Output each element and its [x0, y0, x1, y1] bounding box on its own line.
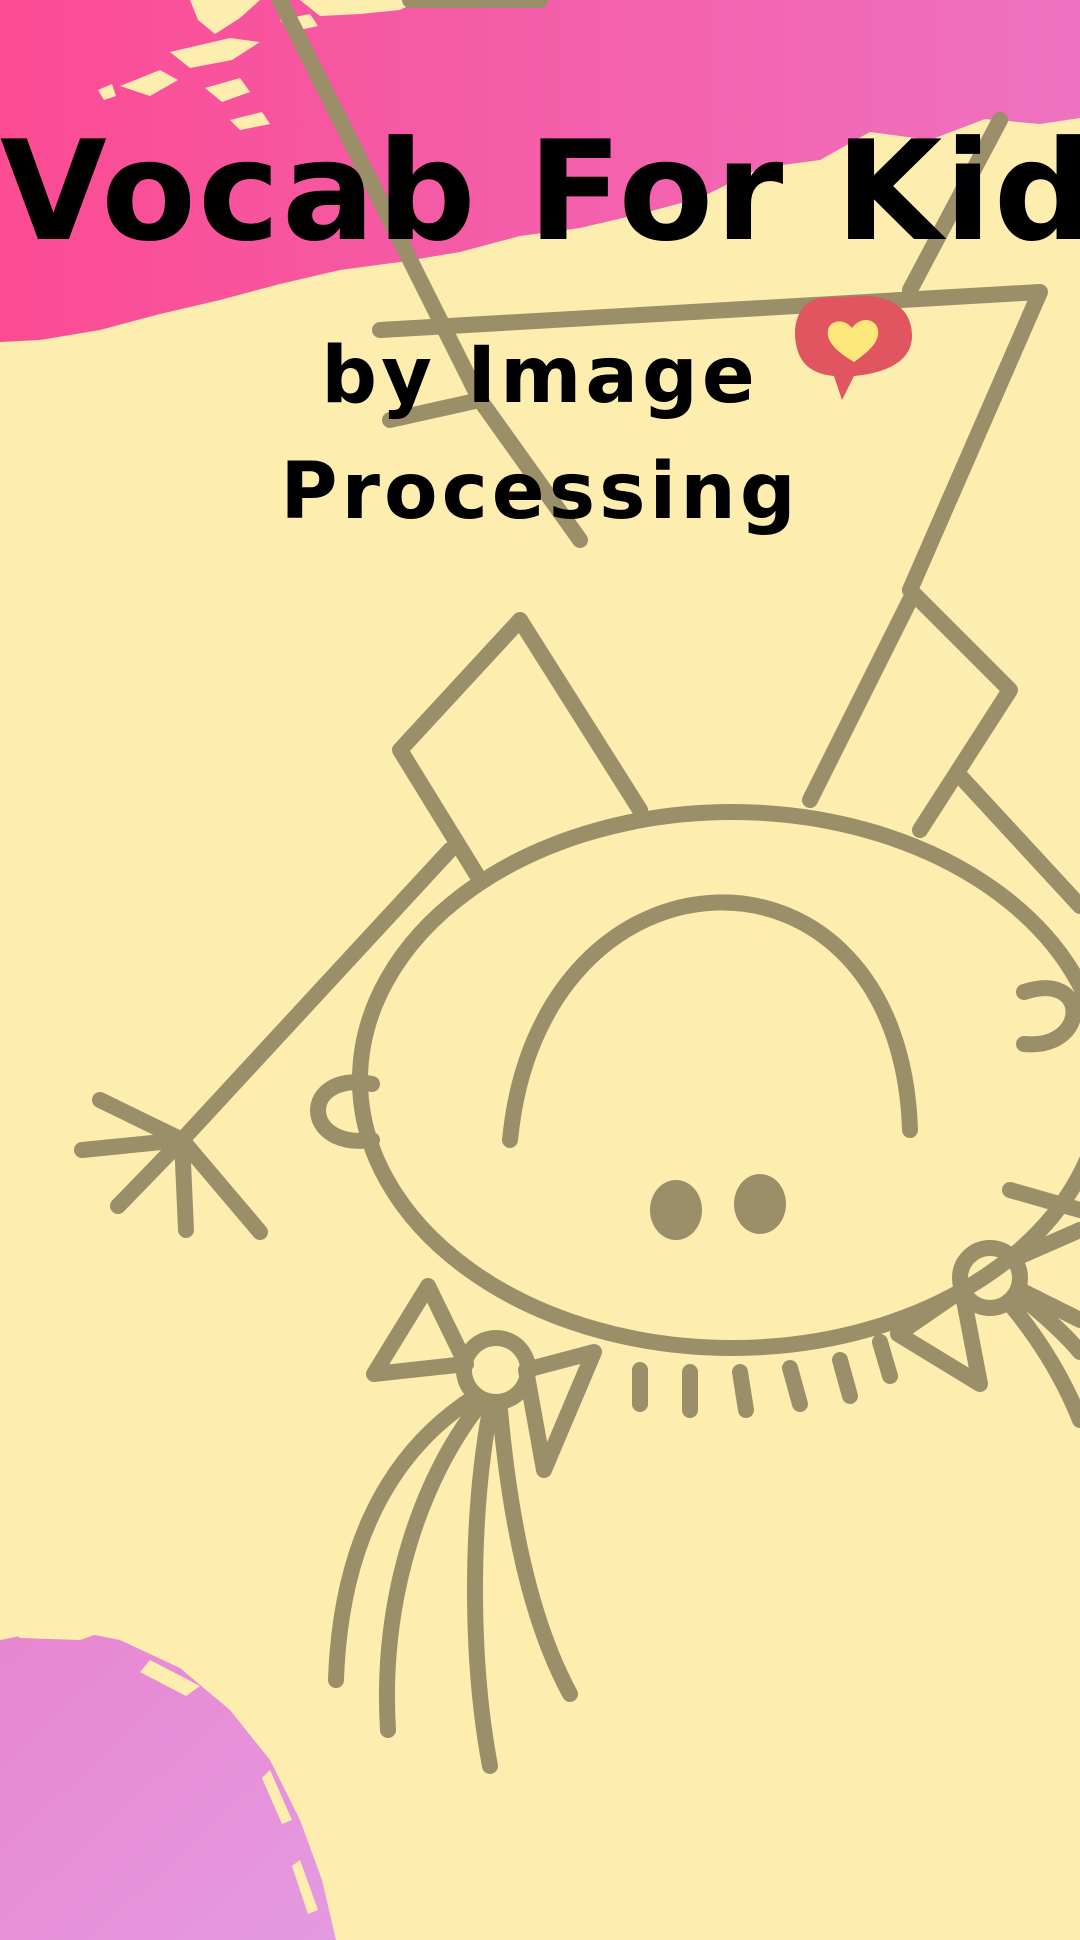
kid-eyes — [650, 1174, 786, 1240]
subtitle-line-1: by Image — [321, 331, 759, 421]
top-brush-splatter — [60, 0, 420, 372]
subtitle-line-2: Processing — [280, 447, 800, 537]
app-title: Vocab For Kid — [0, 111, 1080, 272]
bottom-brush-splatter — [0, 1612, 318, 1914]
app-subtitle: by Image Processing — [0, 318, 1080, 550]
upside-down-kid-illustration — [74, 0, 1080, 1774]
top-brush-stroke — [0, 0, 1080, 342]
heart-speech-bubble-icon — [795, 296, 912, 400]
bottom-brush-stroke — [0, 1628, 336, 1940]
